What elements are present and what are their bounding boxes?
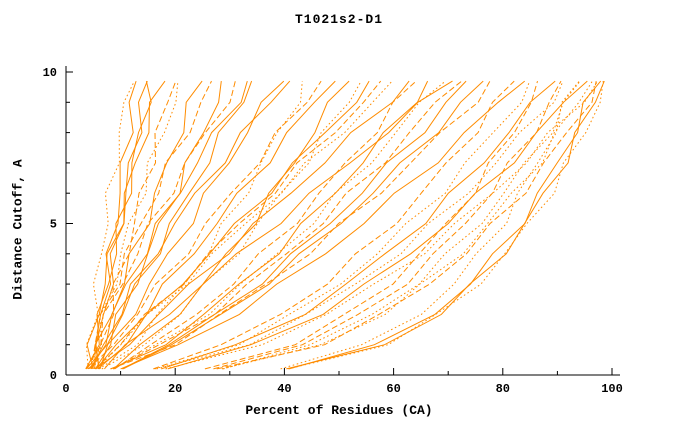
chart-title: T1021s2-D1 <box>294 12 383 27</box>
model-curve <box>97 80 370 370</box>
x-tick-label: 0 <box>62 382 69 396</box>
model-curve <box>101 80 362 370</box>
model-curve <box>90 80 212 369</box>
model-curve <box>86 80 253 370</box>
model-curve <box>93 81 179 370</box>
model-curve <box>110 80 429 370</box>
x-tick-label: 80 <box>496 382 510 396</box>
model-curve <box>156 80 564 370</box>
model-curve <box>94 80 410 370</box>
model-curve <box>286 80 605 370</box>
model-curve <box>114 80 417 370</box>
model-curve <box>167 80 588 370</box>
model-curve <box>88 80 322 370</box>
model-curve <box>92 80 177 370</box>
model-curve <box>95 80 148 369</box>
model-curve <box>99 80 285 370</box>
y-axis-label: Distance Cutoff, A <box>10 159 26 300</box>
x-tick-label: 20 <box>168 382 182 396</box>
model-curve <box>89 80 248 370</box>
model-curve <box>280 80 580 370</box>
model-curve <box>96 80 393 370</box>
x-tick-label: 40 <box>277 382 291 396</box>
x-tick-label: 60 <box>386 382 400 396</box>
x-tick-label: 100 <box>601 382 623 396</box>
model-curve <box>90 80 291 370</box>
model-curve <box>221 80 593 370</box>
model-curve <box>98 81 303 370</box>
y-tick-label: 0 <box>50 369 57 383</box>
model-curve <box>113 80 463 370</box>
model-curve <box>154 80 531 370</box>
model-curve <box>161 80 556 370</box>
y-tick-label: 10 <box>43 66 57 80</box>
y-tick-label: 5 <box>50 218 57 232</box>
model-curve <box>222 80 581 370</box>
model-curve <box>85 80 236 370</box>
model-curve <box>122 80 484 370</box>
model-curve <box>120 80 526 370</box>
model-curve <box>213 80 562 370</box>
model-curve <box>216 81 597 370</box>
model-curve <box>204 80 538 370</box>
model-curve <box>94 80 203 369</box>
model-curve <box>94 81 222 370</box>
model-curve <box>85 80 152 370</box>
x-axis-label: Percent of Residues (CA) <box>245 403 433 418</box>
model-curve <box>165 80 599 370</box>
model-curve <box>85 80 135 369</box>
model-curve <box>94 80 382 370</box>
model-curve <box>113 80 350 370</box>
model-curve <box>96 80 336 370</box>
model-curve <box>104 80 453 370</box>
model-curve <box>121 80 467 370</box>
